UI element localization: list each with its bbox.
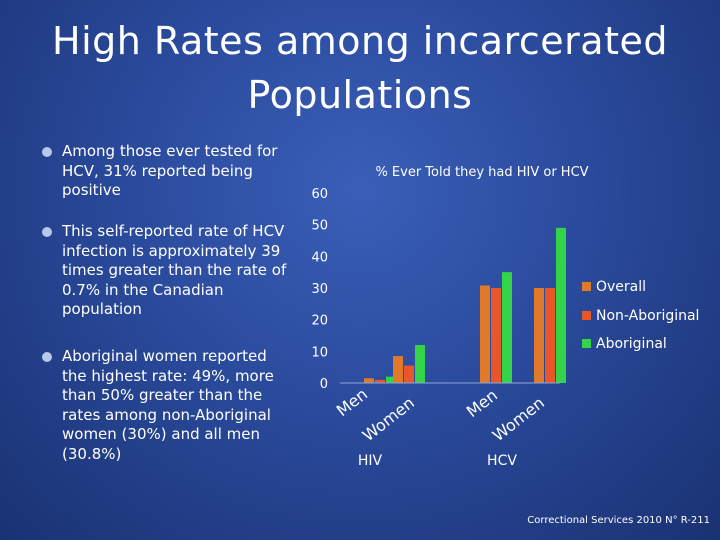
bullet-2-line-5: population bbox=[62, 300, 142, 318]
legend-label: Overall bbox=[596, 279, 646, 295]
bullet-item: Aboriginal women reported the highest ra… bbox=[40, 347, 322, 464]
x-group-label: HIV bbox=[358, 453, 383, 469]
bar-hiv-women-non-aboriginal bbox=[404, 365, 414, 383]
legend-label: Aboriginal bbox=[596, 336, 667, 352]
legend-swatch bbox=[582, 311, 591, 320]
bullet-2-line-1: This self-reported rate of HCV bbox=[62, 222, 285, 240]
y-tick-label: 40 bbox=[311, 250, 328, 265]
bar-hcv-women-non-aboriginal bbox=[545, 288, 555, 383]
bullet-dot-icon bbox=[42, 352, 52, 362]
bar-hiv-men-aboriginal bbox=[386, 376, 396, 383]
y-tick-label: 20 bbox=[311, 314, 328, 329]
bullet-3-line-5: women (30%) and all men bbox=[62, 425, 261, 443]
bar-hcv-men-overall bbox=[480, 285, 490, 383]
title-line-2: Populations bbox=[247, 73, 473, 117]
bullet-3-line-6: (30.8%) bbox=[62, 444, 122, 463]
bullet-1-line-3: positive bbox=[62, 181, 121, 199]
y-tick-label: 50 bbox=[311, 219, 328, 234]
bar-hiv-men-non-aboriginal bbox=[375, 379, 385, 383]
bullet-3-line-2: the highest rate: 49%, more bbox=[62, 366, 274, 385]
y-tick-label: 0 bbox=[320, 377, 328, 392]
x-tick-label: Men bbox=[333, 384, 371, 420]
bullet-2-line-3: times greater than the rate of bbox=[62, 261, 287, 279]
bullet-1-line-1: Among those ever tested for bbox=[62, 142, 278, 160]
bullet-1-line-2: HCV, 31% reported being bbox=[62, 161, 253, 180]
slide-title: High Rates among incarcerated Population… bbox=[40, 14, 680, 122]
bar-hcv-women-overall bbox=[534, 288, 544, 383]
y-tick-label: 30 bbox=[311, 282, 328, 297]
y-tick-label: 10 bbox=[311, 345, 328, 360]
bullet-3-line-1: Aboriginal women reported bbox=[62, 347, 267, 365]
chart-title: % Ever Told they had HIV or HCV bbox=[375, 165, 588, 180]
bar-hcv-men-non-aboriginal bbox=[491, 288, 501, 383]
x-tick-label: Men bbox=[463, 385, 501, 421]
bullet-dot-icon bbox=[42, 147, 52, 157]
bullet-2-line-4: 0.7% in the Canadian bbox=[62, 280, 224, 299]
bar-hcv-women-aboriginal bbox=[556, 227, 566, 383]
bar-hiv-women-aboriginal bbox=[415, 345, 425, 383]
x-group-label: HCV bbox=[487, 453, 517, 469]
legend-swatch bbox=[582, 282, 591, 291]
title-line-1: High Rates among incarcerated bbox=[52, 19, 668, 63]
legend-swatch bbox=[582, 339, 591, 348]
bullet-item: Among those ever tested for HCV, 31% rep… bbox=[40, 142, 322, 201]
bullet-3-line-4: rates among non-Aboriginal bbox=[62, 405, 271, 424]
bullet-item: This self-reported rate of HCV infection… bbox=[40, 222, 332, 320]
source-footer: Correctional Services 2010 N° R-211 bbox=[527, 515, 710, 526]
bar-hcv-men-aboriginal bbox=[502, 272, 512, 383]
bullet-2-line-2: infection is approximately 39 bbox=[62, 241, 281, 260]
bullet-3-line-3: than 50% greater than the bbox=[62, 386, 263, 404]
bar-hiv-women-overall bbox=[393, 356, 403, 383]
y-tick-label: 60 bbox=[311, 187, 328, 202]
legend-label: Non-Aboriginal bbox=[596, 308, 699, 324]
bullet-dot-icon bbox=[42, 227, 52, 237]
bar-hiv-men-overall bbox=[364, 378, 374, 383]
